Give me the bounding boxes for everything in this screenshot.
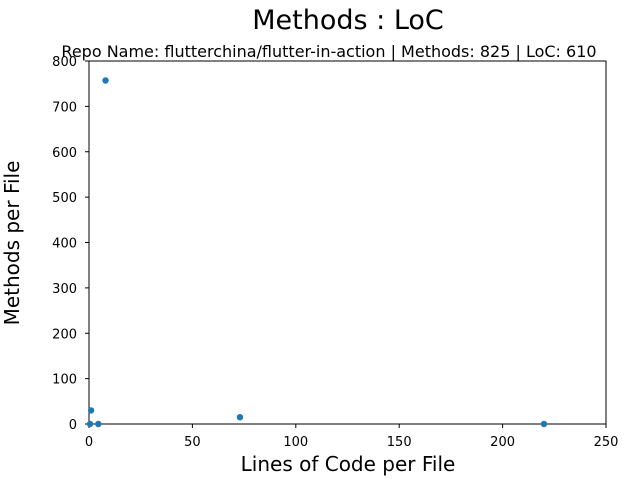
data-point: [95, 420, 102, 428]
data-point: [86, 420, 94, 428]
x-tick-label: 250: [594, 435, 619, 450]
y-tick-label: 300: [52, 282, 77, 297]
y-axis: 0 100 200 300 400 500 600 700 800: [52, 55, 89, 433]
y-tick-label: 500: [52, 191, 77, 206]
plot-area-frame: [88, 60, 607, 425]
x-tick-label: 0: [85, 435, 93, 450]
y-axis-label: Methods per File: [0, 161, 24, 326]
y-tick-label: 100: [52, 373, 77, 388]
chart-title: Methods : LoC: [252, 5, 444, 36]
data-point: [540, 420, 548, 428]
data-points: [86, 77, 548, 428]
y-tick-label: 0: [69, 418, 77, 433]
y-tick-label: 800: [52, 55, 77, 70]
x-tick-label: 100: [283, 435, 308, 450]
chart-subtitle: Repo Name: flutterchina/flutter-in-actio…: [61, 42, 596, 61]
data-point: [102, 77, 109, 84]
y-tick-label: 600: [52, 146, 77, 161]
x-axis-label: Lines of Code per File: [241, 452, 456, 476]
x-tick-label: 200: [490, 435, 515, 450]
x-axis: 0 50 100 150 200 250: [85, 424, 619, 450]
data-point: [236, 413, 244, 421]
x-tick-label: 50: [184, 435, 201, 450]
data-point: [87, 407, 95, 414]
x-tick-label: 150: [387, 435, 412, 450]
y-tick-label: 200: [52, 327, 77, 342]
y-tick-label: 400: [52, 237, 77, 252]
y-tick-label: 700: [52, 100, 77, 115]
